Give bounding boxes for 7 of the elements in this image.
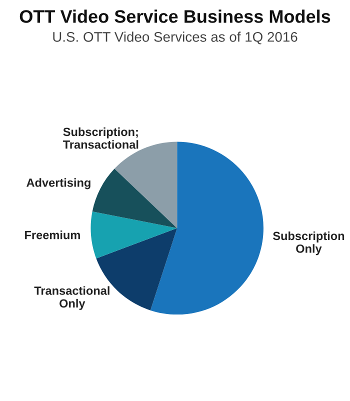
slice-label: Subscription Only	[272, 231, 344, 256]
slice-label: Freemium	[25, 230, 80, 240]
slice-label: Advertising	[26, 178, 90, 190]
slice-label: Transactional Only	[34, 286, 110, 310]
chart-title: OTT Video Service Business Models	[20, 10, 330, 23]
slice-label: Subscription; Transactional	[62, 127, 138, 149]
chart-subtitle: U.S. OTT Video Services as of 1Q 2016	[53, 32, 298, 44]
